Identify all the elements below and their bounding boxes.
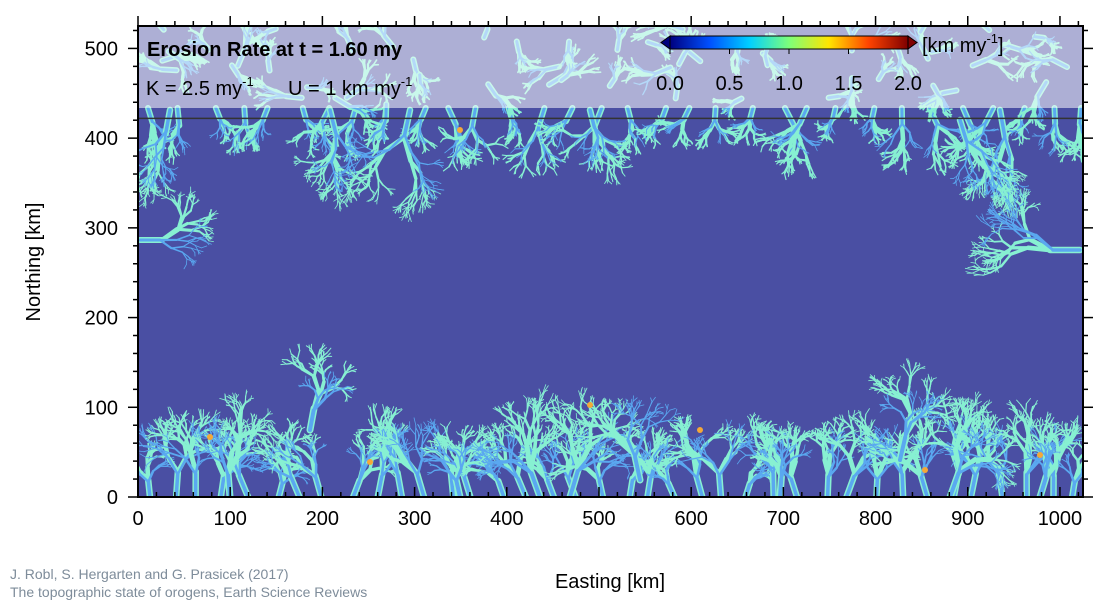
colorbar-tick-label: 0.5 bbox=[716, 73, 744, 95]
colorbar-tick-label: 2.0 bbox=[894, 73, 922, 95]
header-overlay bbox=[138, 26, 1083, 108]
x-tick-label: 700 bbox=[767, 508, 800, 530]
x-tick-label: 900 bbox=[951, 508, 984, 530]
y-axis-label: Northing [km] bbox=[23, 203, 45, 322]
colorbar-tick-label: 0.0 bbox=[656, 73, 684, 95]
colorbar: 0.0 0.5 1.0 1.5 2.0 [km my-1] bbox=[656, 31, 1003, 95]
param-k-sup: -1 bbox=[242, 74, 254, 89]
y-tick-label: 100 bbox=[85, 397, 118, 419]
x-tick-label: 0 bbox=[132, 508, 143, 530]
plot-area bbox=[137, 25, 1084, 498]
param-u: U = 1 km my-1 bbox=[288, 74, 412, 100]
x-tick-label: 300 bbox=[398, 508, 431, 530]
x-tick-label: 200 bbox=[306, 508, 339, 530]
colorbar-unit-prefix: [km my bbox=[922, 35, 986, 57]
colorbar-tick-label: 1.5 bbox=[835, 73, 863, 95]
y-tick-label: 400 bbox=[85, 128, 118, 150]
param-k: K = 2.5 my-1 bbox=[146, 74, 254, 100]
y-tick-label: 200 bbox=[85, 308, 118, 330]
y-tick-label: 300 bbox=[85, 218, 118, 240]
x-tick-label: 800 bbox=[859, 508, 892, 530]
credit-line-2: The topographic state of orogens, Earth … bbox=[10, 584, 368, 600]
x-tick-label: 600 bbox=[674, 508, 707, 530]
credit-line-1: J. Robl, S. Hergarten and G. Prasicek (2… bbox=[10, 566, 289, 582]
param-k-base: K = 2.5 my bbox=[146, 78, 242, 100]
colorbar-ticks: 0.0 0.5 1.0 1.5 2.0 bbox=[656, 49, 922, 95]
x-tick-label: 100 bbox=[214, 508, 247, 530]
colorbar-under-arrow bbox=[660, 35, 671, 50]
y-tick-label: 500 bbox=[85, 38, 118, 60]
colorbar-over-arrow bbox=[907, 35, 918, 50]
y-axis: 0 100 200 300 400 500 bbox=[85, 29, 1093, 509]
colorbar-unit: [km my-1] bbox=[922, 31, 1004, 57]
x-tick-label: 400 bbox=[490, 508, 523, 530]
x-axis-label: Easting [km] bbox=[555, 571, 665, 593]
param-u-base: U = 1 km my bbox=[288, 78, 401, 100]
colorbar-unit-suffix: ] bbox=[998, 35, 1004, 57]
plot-frame bbox=[137, 25, 1084, 498]
param-u-sup: -1 bbox=[401, 74, 413, 89]
colorbar-unit-sup: -1 bbox=[986, 31, 998, 46]
x-tick-label: 1000 bbox=[1038, 508, 1083, 530]
y-tick-label: 0 bbox=[107, 487, 118, 509]
x-tick-label: 500 bbox=[582, 508, 615, 530]
colorbar-strip bbox=[669, 35, 909, 50]
colorbar-tick-label: 1.0 bbox=[775, 73, 803, 95]
x-axis: 0 100 200 300 400 500 600 700 800 900 1000 bbox=[132, 16, 1082, 530]
chart-title: Erosion Rate at t = 1.60 my bbox=[147, 39, 403, 61]
